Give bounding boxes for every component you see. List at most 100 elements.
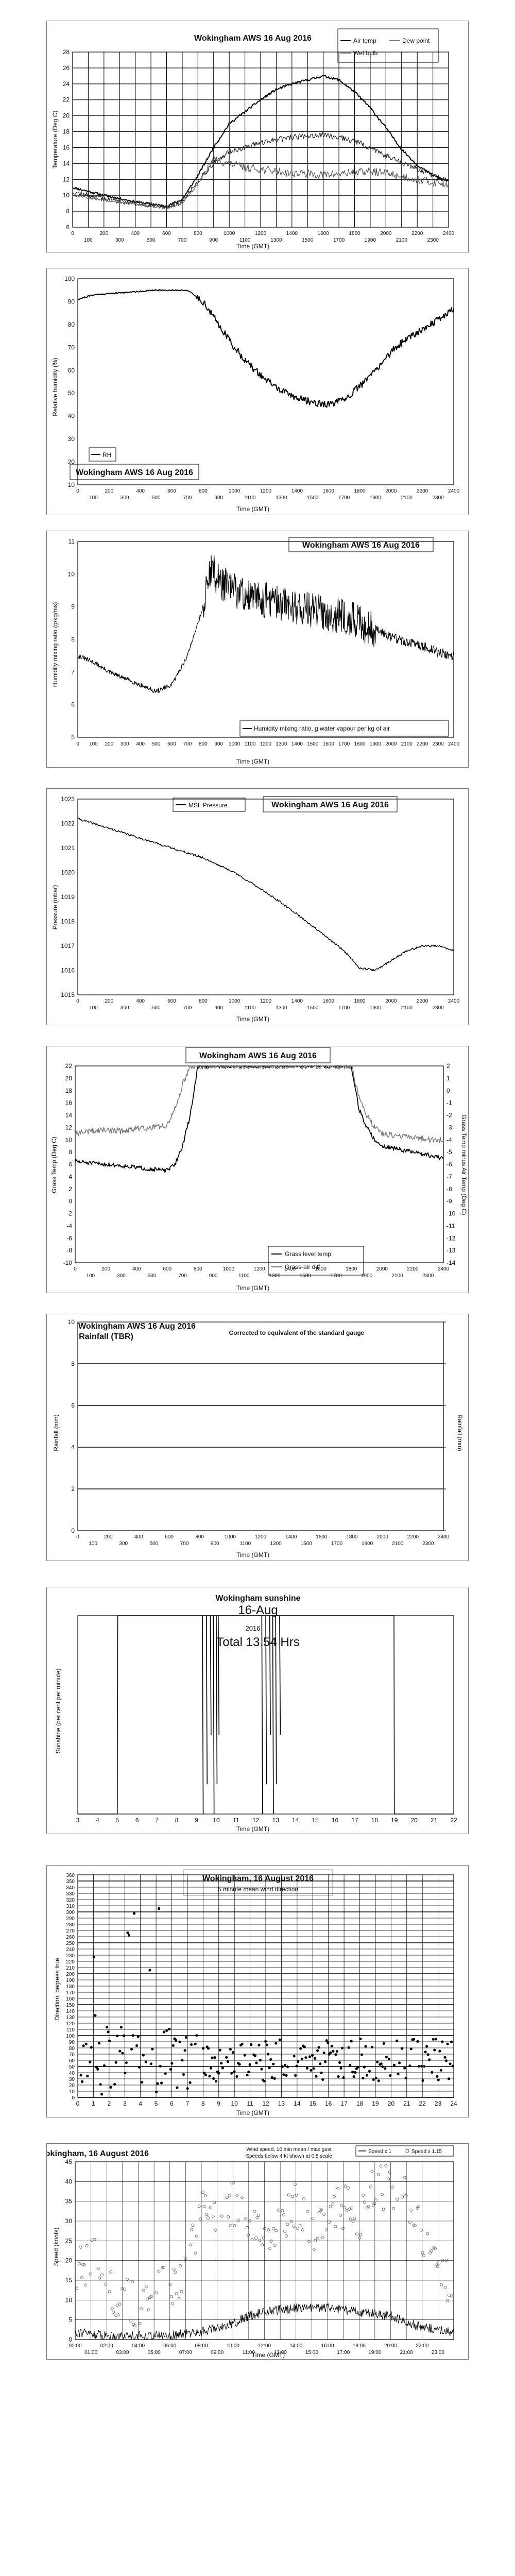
gust-point: [344, 2184, 347, 2188]
x-tick-label: 13: [278, 2100, 285, 2107]
x-tick-label: 1700: [333, 238, 345, 243]
direction-point: [374, 2077, 377, 2080]
x-tick-label: 9: [217, 2100, 220, 2107]
direction-point: [282, 2073, 285, 2076]
direction-point: [335, 2050, 339, 2053]
direction-point: [144, 2060, 147, 2063]
x-tick-label: 200: [105, 998, 113, 1004]
sunshine-dip: [275, 1615, 277, 1785]
direction-point: [209, 2066, 213, 2070]
sunshine-total: Total 13.54 Hrs: [216, 1635, 299, 1649]
direction-point: [81, 2080, 84, 2083]
legend-speed-x1: Speed x 1: [368, 2149, 391, 2155]
direction-point: [384, 2067, 387, 2070]
gust-point: [85, 2244, 89, 2247]
direction-point: [92, 1956, 95, 1959]
x-tick-label: 22: [450, 1817, 457, 1824]
direction-point: [138, 2066, 141, 2069]
grass-temp-svg: Wokingham AWS 16 Aug 2016 Grass level te…: [50, 1047, 468, 1292]
direction-point: [322, 2051, 325, 2055]
y-tick-label: 120: [66, 2021, 75, 2027]
y-tick-label: 10: [65, 1136, 73, 1143]
temperature-chart-ylabel: Temperature (Deg C): [52, 111, 59, 169]
x-tick-label: 2200: [417, 488, 428, 494]
direction-point: [316, 2049, 319, 2052]
y-tick-label: 10: [65, 2296, 73, 2303]
x-tick-label: 1200: [255, 1534, 267, 1540]
direction-point: [149, 2062, 152, 2065]
direction-point: [420, 2064, 423, 2068]
gust-point: [339, 2213, 342, 2217]
direction-point: [89, 2060, 92, 2063]
x-tick-label: 200: [104, 1534, 113, 1540]
sunshine-dip: [279, 1615, 281, 1735]
direction-point: [313, 2057, 317, 2060]
direction-point: [267, 2053, 270, 2056]
direction-point: [441, 2040, 444, 2043]
x-tick-label: 15: [312, 1817, 319, 1824]
x-tick-label: 2300: [422, 1541, 434, 1547]
y-tick-label: 210: [66, 1965, 75, 1971]
y-tick-label: 24: [63, 80, 70, 88]
plot-frame: [77, 278, 454, 485]
gust-point: [268, 2247, 271, 2250]
gust-point: [100, 2273, 104, 2277]
y-tick-label: 18: [63, 128, 70, 135]
gust-point: [433, 2247, 437, 2250]
direction-point: [439, 2069, 443, 2072]
grass-chart-y2label: Grass Temp minus Air Temp (Deg C): [460, 1115, 468, 1215]
gust-point: [408, 2221, 411, 2224]
direction-point: [114, 2061, 117, 2064]
gust-point: [75, 2286, 79, 2290]
direction-point: [300, 2057, 303, 2060]
direction-point: [398, 2061, 401, 2064]
grass-temp-chart: Wokingham AWS 16 Aug 2016 Grass level te…: [46, 1046, 469, 1293]
x-tick-label: 8: [201, 2100, 205, 2107]
gust-point: [345, 2209, 349, 2212]
x-tick-label: 1500: [307, 1005, 319, 1011]
direction-point: [308, 2055, 311, 2058]
x-tick-label: 1600: [323, 998, 335, 1004]
y-tick-label: 280: [66, 1922, 75, 1928]
x-tick-label: 1700: [338, 1005, 350, 1011]
direction-point: [372, 2078, 375, 2081]
y-tick-label: 20: [63, 112, 70, 120]
direction-point: [438, 2049, 441, 2053]
direction-point: [340, 2046, 344, 2049]
y-tick-label: 0: [68, 1198, 72, 1205]
y-tick-label: -2: [66, 1210, 72, 1217]
direction-point: [285, 2074, 288, 2077]
sunshine-year: 2016: [246, 1624, 261, 1632]
y-tick-label: 270: [66, 1928, 75, 1934]
gust-point: [318, 2208, 322, 2212]
direction-point: [283, 2063, 286, 2066]
x-tick-label: 22: [419, 2100, 426, 2107]
legend-rh: RH: [102, 451, 111, 459]
x-tick-label: 300: [117, 1273, 126, 1279]
sunshine-dip: [217, 1615, 220, 1735]
y-tick-label: 130: [66, 2015, 75, 2021]
direction-point: [125, 2061, 128, 2064]
rainfall-chart-y2label: Rainfall (mm): [456, 1414, 464, 1451]
gust-point: [295, 2194, 298, 2197]
gust-point: [116, 2313, 120, 2317]
x-tick-label: 05:00: [148, 2350, 161, 2355]
gust-point: [169, 2295, 173, 2298]
direction-point: [230, 2072, 233, 2075]
y-tick-label: 70: [68, 344, 75, 351]
gust-point: [228, 2194, 231, 2197]
x-tick-label: 1200: [255, 231, 267, 236]
sunshine-chart-title: Wokingham sunshine: [215, 1594, 300, 1603]
y-tick-label: 40: [65, 2178, 73, 2185]
y2-tick-label: -4: [447, 1136, 452, 1143]
windspeed-chart-title: Wokingham, 16 August 2016: [47, 2149, 149, 2158]
x-tick-label: 0: [76, 998, 79, 1004]
gust-point: [290, 2195, 294, 2198]
y-tick-label: 4: [68, 1173, 72, 1180]
gust-point: [146, 2297, 149, 2301]
gust-point: [112, 2310, 115, 2314]
x-tick-label: 12: [252, 1817, 260, 1824]
x-tick-label: 300: [121, 741, 129, 747]
direction-point: [278, 2038, 281, 2041]
direction-point: [253, 2054, 256, 2057]
